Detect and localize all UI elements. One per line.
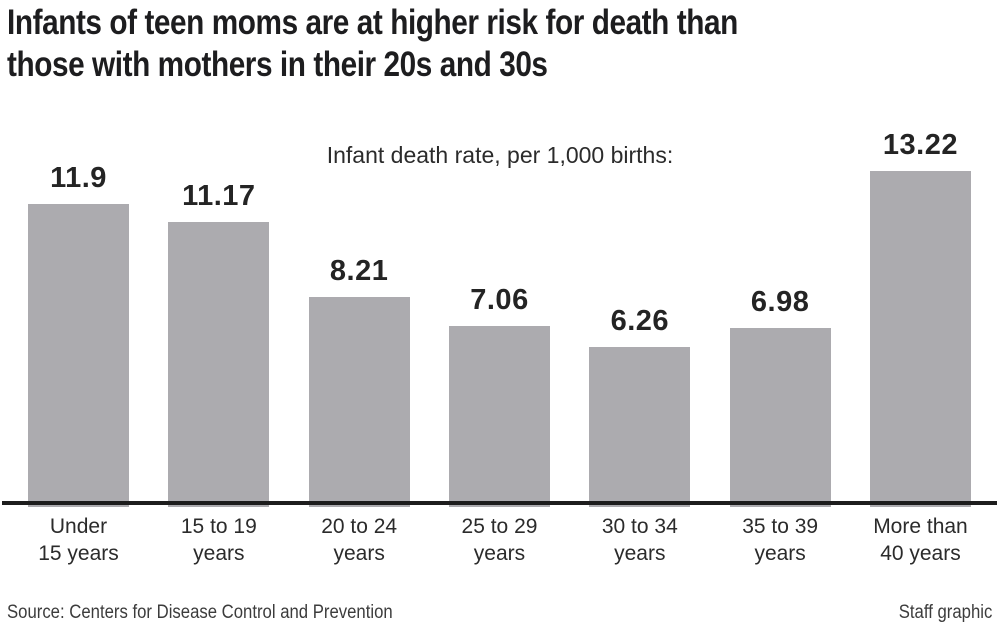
chart-bar [28,203,129,507]
chart-bar [869,170,971,507]
chart-subtitle: Infant death rate, per 1,000 births: [326,142,674,168]
x-axis-label: 30 to 34 years [601,515,678,565]
source-credit: Source: Centers for Disease Control and … [7,602,393,623]
x-axis-label: Under 15 years [38,515,119,565]
bar-value-label: 7.06 [470,284,529,317]
chart-title: Infants of teen moms are at higher risk … [7,2,738,86]
staff-graphic-credit: Staff graphic [898,602,992,623]
bar-value-label: 11.9 [50,161,107,194]
chart-title-line1: Infants of teen moms are at higher risk … [7,3,738,42]
bar-value-label: 13.22 [882,128,958,161]
chart-bar [729,328,831,507]
chart-bar [308,297,410,507]
bar-value-label: 6.98 [750,286,810,319]
chart-bar [448,326,550,507]
x-axis-label: 20 to 24 years [321,515,398,565]
x-axis-line [2,501,997,505]
chart-bar [168,222,270,507]
chart-bar [589,346,691,507]
x-axis-label: More than 40 years [873,515,968,565]
x-axis-label: 25 to 29 years [461,515,538,565]
x-axis-label: 15 to 19 years [180,515,257,565]
bar-value-label: 8.21 [329,255,389,288]
x-axis-label: 35 to 39 years [742,515,819,565]
bar-value-label: 6.26 [610,304,670,337]
chart-title-line2: those with mothers in their 20s and 30s [7,45,548,84]
bar-value-label: 11.17 [182,180,256,213]
